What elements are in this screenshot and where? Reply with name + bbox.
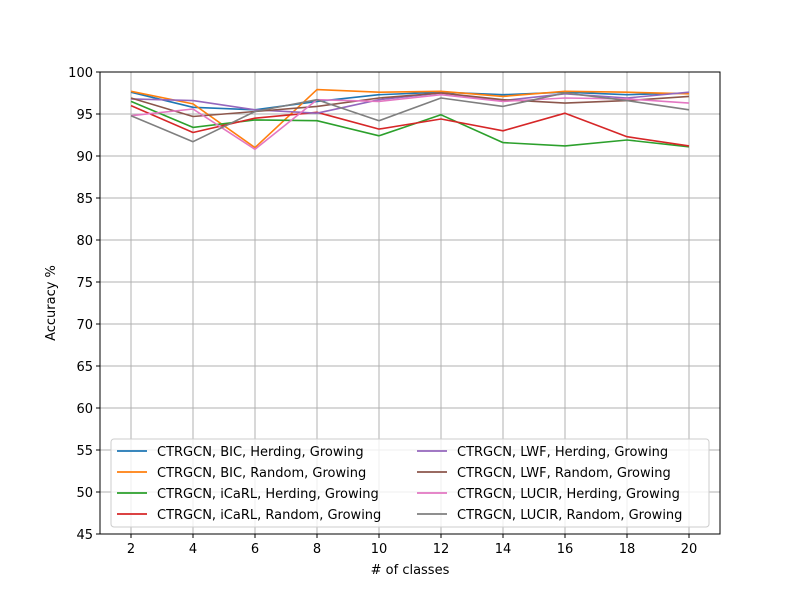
x-tick-label: 4 <box>189 542 197 557</box>
x-tick-label: 20 <box>681 542 698 557</box>
y-axis-label: Accuracy % <box>44 265 59 341</box>
x-tick-label: 16 <box>557 542 574 557</box>
y-tick-label: 65 <box>76 360 93 375</box>
series-line-6 <box>130 92 690 118</box>
x-tick-label: 12 <box>433 542 450 557</box>
series-line-4 <box>130 104 690 147</box>
series-line-7 <box>130 93 690 151</box>
x-axis-label: # of classes <box>371 563 450 578</box>
x-tick-label: 2 <box>127 542 135 557</box>
y-tick-label: 80 <box>76 234 93 249</box>
series-line-5 <box>130 91 690 114</box>
legend-label-1: CTRGCN, BIC, Herding, Growing <box>157 445 364 460</box>
series-line-3 <box>130 100 690 148</box>
y-tick-label: 75 <box>76 276 93 291</box>
x-axis-ticks: 2 4 6 8 10 12 14 16 18 20 <box>127 534 697 557</box>
legend-label-5: CTRGCN, LWF, Herding, Growing <box>457 445 668 460</box>
legend-label-2: CTRGCN, BIC, Random, Growing <box>157 466 366 481</box>
x-tick-label: 18 <box>619 542 636 557</box>
x-tick-label: 6 <box>251 542 259 557</box>
y-tick-label: 45 <box>76 528 93 543</box>
legend-label-4: CTRGCN, iCaRL, Random, Growing <box>157 508 381 523</box>
y-axis-ticks: 45 50 55 60 65 70 75 80 85 90 95 100 <box>68 66 100 543</box>
series-line-8 <box>130 92 690 143</box>
y-tick-label: 90 <box>76 150 93 165</box>
legend-label-6: CTRGCN, LWF, Random, Growing <box>457 466 671 481</box>
y-tick-label: 55 <box>76 444 93 459</box>
y-tick-label: 100 <box>68 66 93 81</box>
series-lines <box>130 88 690 151</box>
x-tick-label: 8 <box>313 542 321 557</box>
legend-label-7: CTRGCN, LUCIR, Herding, Growing <box>457 487 680 502</box>
legend-label-8: CTRGCN, LUCIR, Random, Growing <box>457 508 682 523</box>
legend: CTRGCN, BIC, Herding, Growing CTRGCN, BIC… <box>110 438 710 528</box>
y-tick-label: 50 <box>76 486 93 501</box>
y-tick-label: 70 <box>76 318 93 333</box>
y-tick-label: 60 <box>76 402 93 417</box>
x-tick-label: 10 <box>371 542 388 557</box>
x-tick-label: 14 <box>495 542 512 557</box>
y-tick-label: 95 <box>76 108 93 123</box>
legend-box <box>110 438 710 528</box>
y-tick-label: 85 <box>76 192 93 207</box>
legend-label-3: CTRGCN, iCaRL, Herding, Growing <box>157 487 379 502</box>
series-line-1 <box>130 91 690 111</box>
plot-frame <box>99 71 721 535</box>
